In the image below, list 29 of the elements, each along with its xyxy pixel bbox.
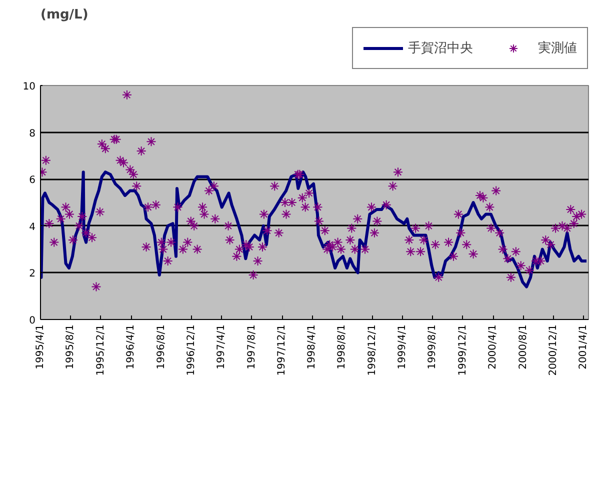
x-tick-label: 1999/12/1 bbox=[457, 324, 468, 376]
y-tick-label: 0 bbox=[29, 316, 36, 326]
x-tick-label: 2001/4/1 bbox=[578, 324, 590, 370]
legend-label: 手賀沼中央 bbox=[408, 40, 473, 57]
x-tick-label: 1997/12/1 bbox=[276, 324, 288, 376]
x-tick-label: 1995/8/1 bbox=[65, 324, 76, 370]
x-tick-label: 1995/12/1 bbox=[95, 324, 106, 376]
x-tick-label: 2000/12/1 bbox=[548, 324, 560, 376]
y-tick-label: 10 bbox=[22, 82, 36, 92]
x-tick-label: 1996/8/1 bbox=[156, 324, 167, 370]
y-tick-label: 8 bbox=[29, 128, 36, 140]
x-tick-label: 2000/8/1 bbox=[518, 324, 529, 370]
x-tick-label: 1995/4/1 bbox=[35, 324, 46, 370]
x-tick-label: 1997/8/1 bbox=[246, 324, 258, 370]
y-axis-title: (mg/L) bbox=[40, 8, 88, 22]
x-tick-label: 1998/12/1 bbox=[366, 324, 378, 376]
y-tick-label: 6 bbox=[29, 175, 36, 186]
y-tick-label: 4 bbox=[29, 222, 36, 233]
x-tick-label: 1996/12/1 bbox=[186, 324, 198, 376]
line-series bbox=[40, 170, 588, 288]
x-tick-label: 1999/4/1 bbox=[396, 324, 408, 370]
x-tick-label: 1999/8/1 bbox=[427, 324, 438, 370]
x-tick-label: 1998/4/1 bbox=[306, 324, 318, 370]
x-tick-label: 1996/4/1 bbox=[126, 324, 137, 370]
legend-label: 実測値 bbox=[538, 40, 577, 57]
x-tick-label: 2000/4/1 bbox=[488, 324, 499, 370]
x-tick-label: 1997/4/1 bbox=[216, 324, 228, 370]
x-tick-label: 1998/8/1 bbox=[336, 324, 348, 370]
y-tick-label: 2 bbox=[29, 268, 36, 280]
